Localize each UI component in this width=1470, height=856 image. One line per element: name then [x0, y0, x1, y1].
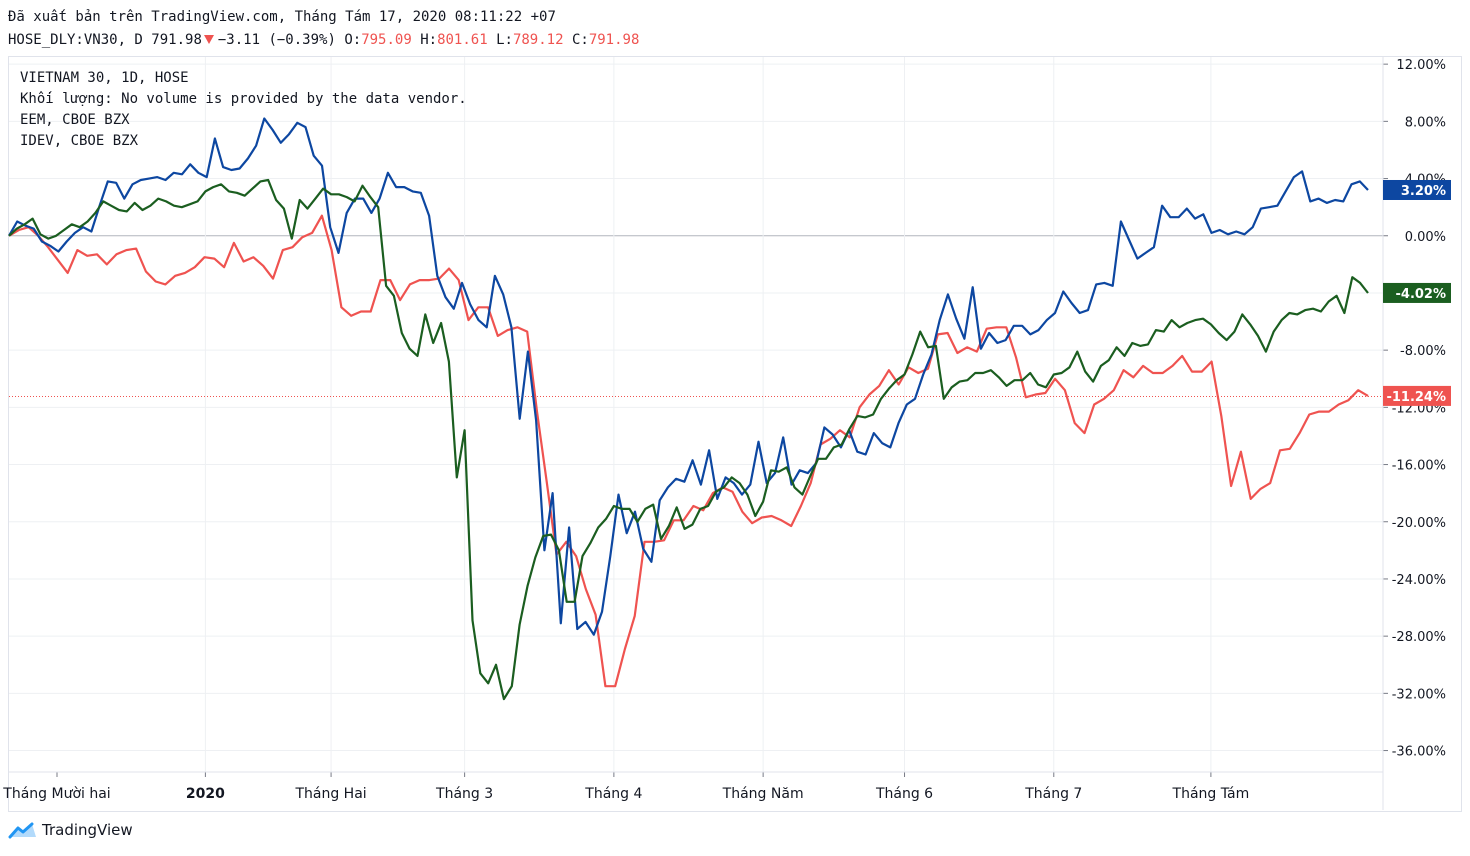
legend-volume[interactable]: Khối lượng: No volume is provided by the… [20, 91, 467, 107]
x-tick-label: Tháng Mười hai [2, 786, 110, 802]
y-tick-label: -28.00% [1392, 630, 1446, 645]
y-tick-label: -36.00% [1392, 745, 1446, 760]
y-tick-label: -20.00% [1392, 516, 1446, 531]
x-tick-label: 2020 [186, 786, 225, 802]
down-arrow-icon [203, 35, 214, 44]
y-tick-label: -8.00% [1400, 344, 1446, 359]
series-line-eem [8, 117, 1369, 636]
legend-idev[interactable]: IDEV, CBOE BZX [20, 133, 139, 149]
chart-legend: VIETNAM 30, 1D, HOSE Khối lượng: No volum… [20, 68, 467, 152]
ticker-line: HOSE_DLY:VN30, D 791.98 −3.11 (−0.39%) O:… [8, 31, 639, 49]
y-tick-label: -16.00% [1392, 459, 1446, 474]
tradingview-logo[interactable]: TradingView [8, 821, 133, 839]
series-line-vietnam-30 [8, 214, 1369, 688]
y-tick-label: 8.00% [1405, 115, 1446, 130]
last-value-label: -11.24% [1386, 390, 1446, 405]
x-tick-label: Tháng Tám [1172, 786, 1250, 802]
last-value-label: -4.02% [1396, 287, 1447, 302]
x-tick-label: Tháng 4 [584, 786, 642, 802]
open-label: O: [344, 32, 362, 48]
high-label: H: [420, 32, 438, 48]
published-info: Đã xuất bản trên TradingView.com, Tháng … [8, 9, 556, 25]
tradingview-logo-icon [8, 822, 36, 839]
y-tick-label: -32.00% [1392, 687, 1446, 702]
x-tick-label: Tháng Hai [294, 786, 366, 802]
y-tick-label: -24.00% [1392, 573, 1446, 588]
x-tick-label: Tháng Năm [722, 786, 804, 802]
close-value: 791.98 [588, 32, 640, 48]
y-tick-label: 0.00% [1405, 230, 1446, 245]
last-value-badge [1383, 179, 1451, 200]
x-tick-label: Tháng 3 [435, 786, 493, 802]
last-price: 791.98 [151, 32, 202, 48]
last-value-label: 3.20% [1401, 184, 1446, 199]
symbol-label: HOSE_DLY:VN30, D [8, 32, 143, 48]
close-label: C: [571, 32, 589, 48]
price-change: −3.11 (−0.39%) [217, 32, 336, 48]
low-label: L: [496, 32, 513, 48]
brand-name: TradingView [42, 821, 133, 839]
open-value: 795.09 [361, 32, 412, 48]
series-line-idev [8, 178, 1369, 701]
legend-eem[interactable]: EEM, CBOE BZX [20, 112, 130, 128]
last-value-badge [1383, 282, 1451, 303]
x-tick-label: Tháng 6 [875, 786, 933, 802]
low-value: 789.12 [512, 32, 564, 48]
high-value: 801.61 [437, 32, 488, 48]
last-value-badge [1383, 385, 1451, 406]
x-tick-label: Tháng 7 [1024, 786, 1082, 802]
y-tick-label: 12.00% [1396, 58, 1446, 73]
chart-frame[interactable] [8, 56, 1462, 812]
legend-main-series[interactable]: VIETNAM 30, 1D, HOSE [20, 70, 189, 86]
